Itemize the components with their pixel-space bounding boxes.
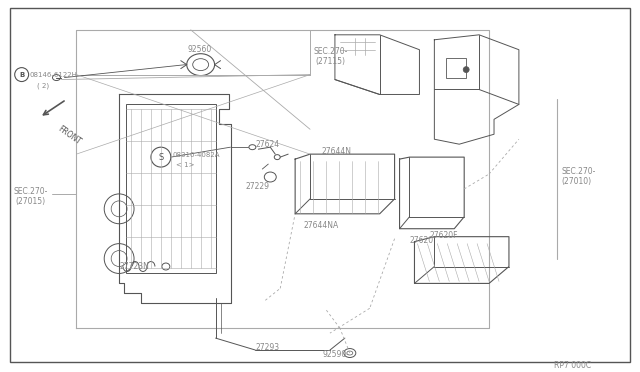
Text: < 1>: < 1>: [176, 162, 195, 168]
Text: 92590-: 92590-: [323, 350, 350, 359]
Text: 27293: 27293: [255, 343, 280, 352]
Text: 08146-6122H: 08146-6122H: [29, 71, 77, 78]
Text: (27010): (27010): [562, 177, 592, 186]
Text: (27115): (27115): [315, 57, 345, 66]
Text: RP7 000C: RP7 000C: [554, 361, 591, 370]
Text: B: B: [19, 71, 24, 78]
Text: 08310-4082A: 08310-4082A: [173, 152, 220, 158]
Text: S: S: [158, 153, 163, 161]
Text: 27644NA: 27644NA: [303, 221, 339, 230]
Text: 27620: 27620: [410, 236, 434, 245]
Text: 27624: 27624: [255, 140, 280, 149]
Text: FRONT: FRONT: [56, 124, 83, 147]
Text: 27229: 27229: [245, 182, 269, 191]
Bar: [126, 105, 216, 273]
Text: 27644N: 27644N: [322, 147, 352, 156]
Text: (27015): (27015): [16, 197, 46, 206]
Text: SEC.270-: SEC.270-: [13, 187, 48, 196]
Text: 27620F: 27620F: [429, 231, 458, 240]
Bar: [446, 58, 466, 78]
Text: ( 2): ( 2): [36, 83, 49, 89]
Text: SEC.270-: SEC.270-: [562, 167, 596, 176]
Text: SEC.270-: SEC.270-: [313, 47, 348, 56]
Text: 92560: 92560: [188, 45, 212, 54]
Text: 27723N: 27723N: [119, 262, 149, 270]
Circle shape: [463, 67, 469, 73]
